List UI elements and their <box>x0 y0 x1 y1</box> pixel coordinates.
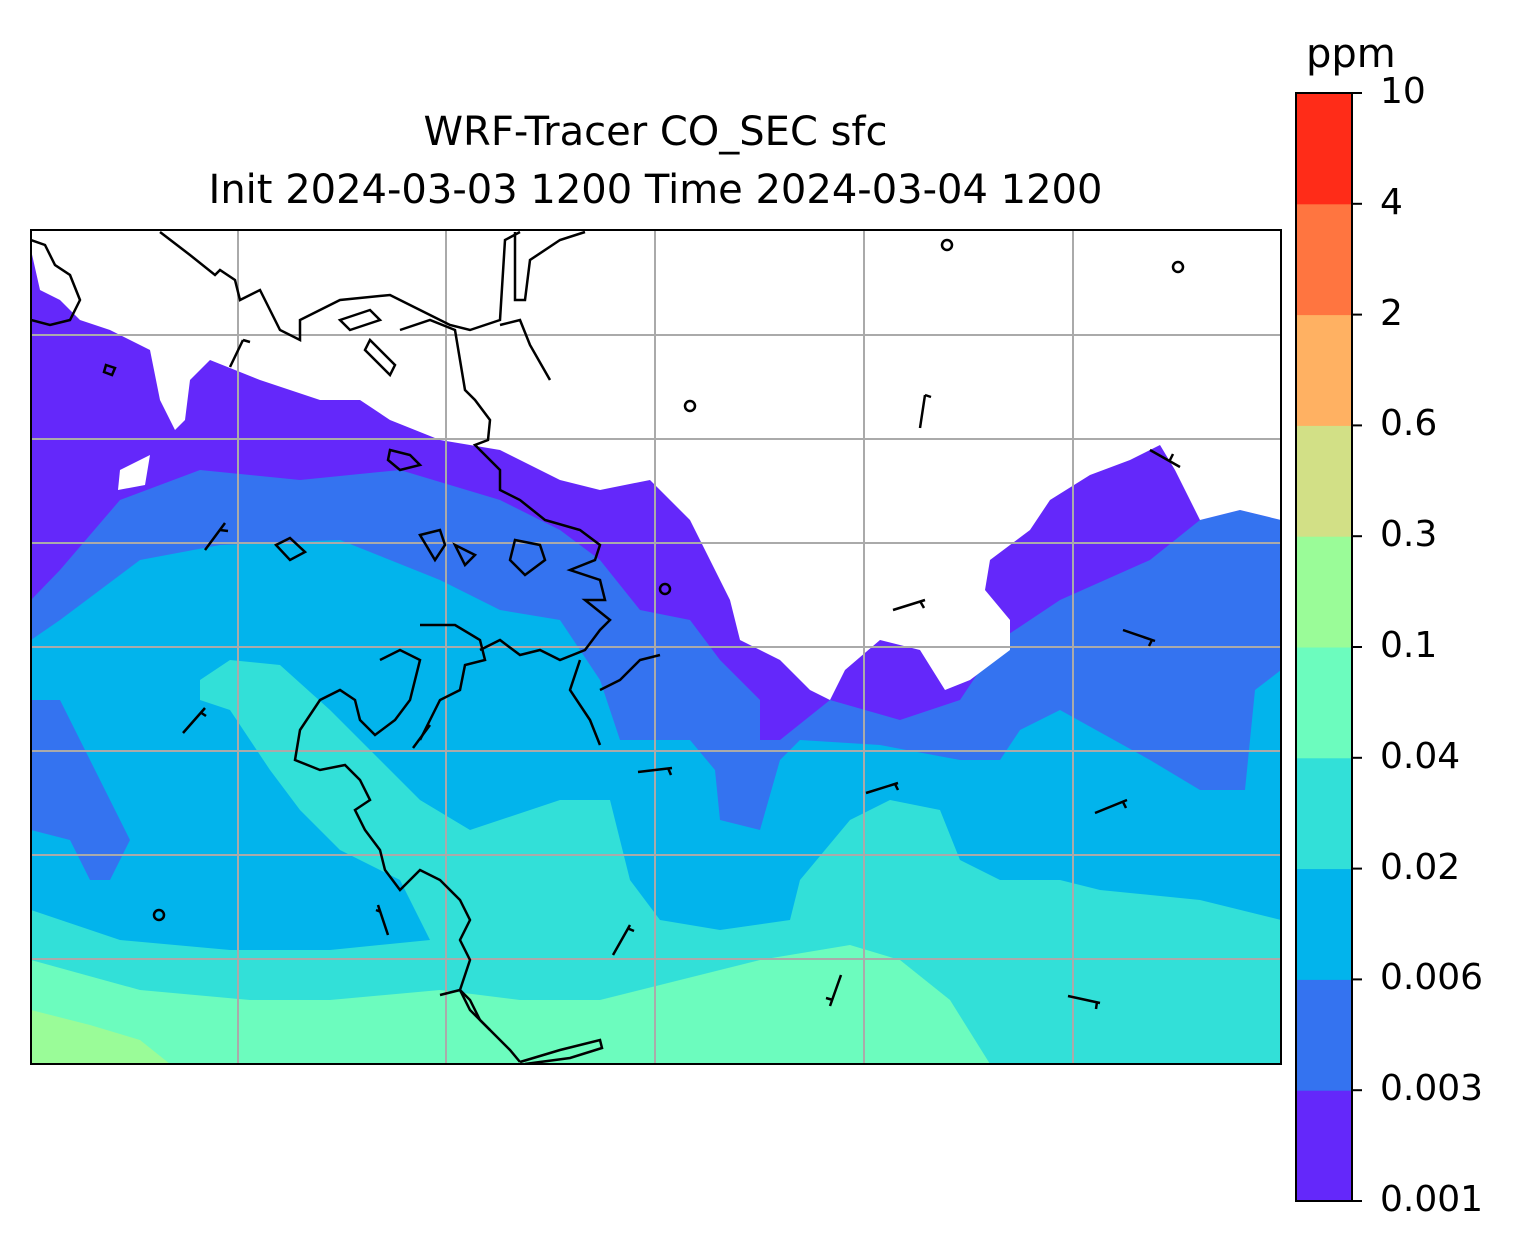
map-subtitle: Init 2024-03-03 1200 Time 2024-03-04 120… <box>208 167 1103 213</box>
colorbar-band <box>1296 868 1352 980</box>
gridlines <box>31 230 1281 1064</box>
colorbar-tick-label: 0.001 <box>1380 1179 1484 1220</box>
fill-level-none <box>118 455 150 490</box>
colorbar-band <box>1296 757 1352 870</box>
fill-level-0.02 <box>31 660 1281 1064</box>
fill-level-0.1 <box>31 1010 170 1064</box>
wind-barbs <box>182 338 1181 1010</box>
colorbar-band <box>1296 203 1352 316</box>
colorbar-unit: ppm <box>1306 31 1396 77</box>
colorbar-tick-label: 0.02 <box>1380 846 1461 888</box>
colorbar-band <box>1296 536 1352 648</box>
colorbar-tick-label: 4 <box>1380 181 1403 223</box>
colorbar-tick-label: 10 <box>1380 71 1426 112</box>
map-frame <box>30 229 1282 1065</box>
colorbar-tick-label: 0.04 <box>1380 735 1461 777</box>
colorbar-tick-label: 0.003 <box>1380 1068 1484 1110</box>
colorbar-band <box>1296 425 1352 537</box>
colorbar-tick-label: 0.1 <box>1380 625 1438 666</box>
colorbar-tick-label: 0.006 <box>1380 957 1484 999</box>
coastlines <box>31 230 661 1064</box>
colorbar-band <box>1296 1090 1352 1202</box>
colorbar-tick-label: 0.6 <box>1380 403 1438 445</box>
colorbar-band <box>1296 647 1352 759</box>
fill-level-0.003 <box>31 700 130 880</box>
map-title: WRF-Tracer CO_SEC sfc <box>423 109 888 155</box>
colorbar-band <box>1296 93 1352 205</box>
colorbar-tick-label: 0.3 <box>1380 514 1438 556</box>
fill-level-0.04 <box>31 945 990 1064</box>
colorbar-band <box>1296 979 1352 1091</box>
colorbar-tick-label: 2 <box>1380 292 1403 334</box>
colorbar-band <box>1296 314 1352 426</box>
island-markers <box>152 238 1185 922</box>
